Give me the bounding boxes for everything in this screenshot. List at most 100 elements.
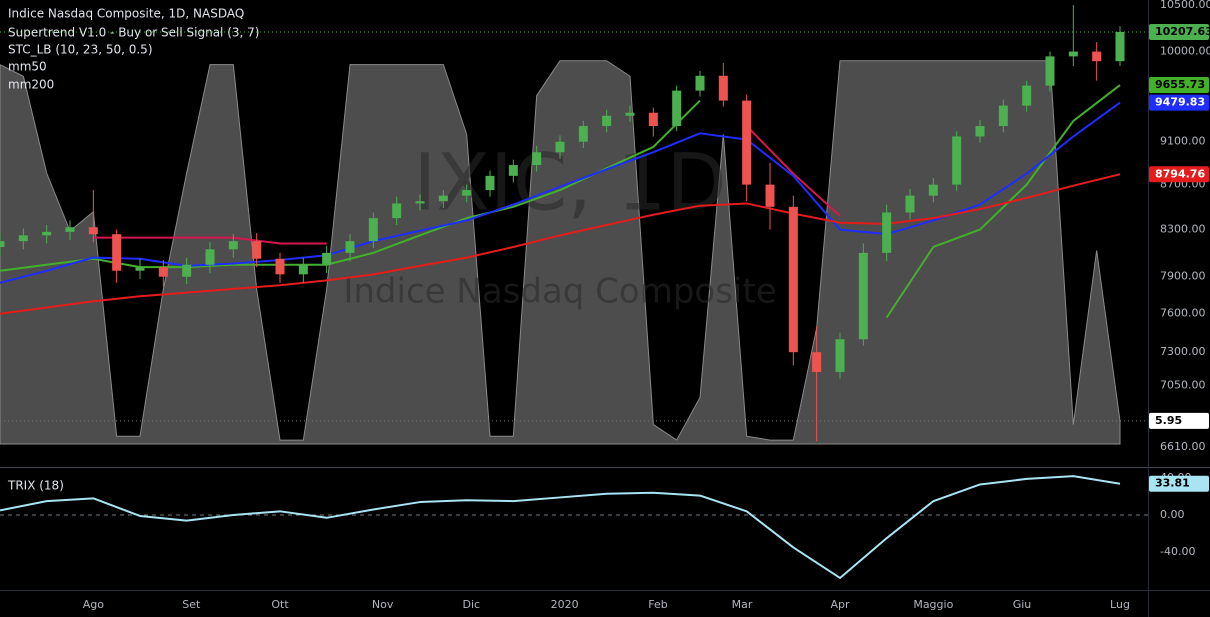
candle-body <box>65 227 75 232</box>
candle-body <box>182 264 192 277</box>
candle-body <box>788 206 798 353</box>
badge-layer: 10207.63 9655.73 9479.83 8794.76 5.95 33.81 <box>1149 23 1210 492</box>
supertrend-down <box>93 125 841 245</box>
candle-body <box>88 227 98 235</box>
candle-body <box>438 195 448 202</box>
candle-body <box>975 126 985 137</box>
candle-body <box>532 152 542 166</box>
legend-entry: Supertrend V1.0 - Buy or Sell Signal (3,… <box>8 26 259 40</box>
price-layer <box>0 4 1148 442</box>
candle-body <box>298 264 308 275</box>
candle-body <box>648 112 658 127</box>
y-tick-label: 10500.00 <box>1160 0 1210 11</box>
y-tick-label: 10000.00 <box>1160 45 1210 58</box>
x-tick-label: Feb <box>648 598 667 611</box>
candle-body <box>275 258 285 275</box>
candle-body <box>508 165 518 176</box>
moving-average <box>0 173 1121 315</box>
pane-title: TRIX (18) <box>7 479 64 493</box>
candle-body <box>625 112 635 116</box>
chart-title: Indice Nasdaq Composite, 1D, NASDAQ <box>8 7 244 21</box>
candle-body <box>998 105 1008 127</box>
candle-body <box>1045 56 1055 86</box>
x-tick-label: Mar <box>732 598 753 611</box>
candle-body <box>485 175 495 191</box>
candle-body <box>695 75 705 91</box>
legend-entry: mm200 <box>8 78 54 92</box>
candle-body <box>742 100 752 185</box>
candle-body <box>392 203 402 219</box>
legend: Indice Nasdaq Composite, 1D, NASDAQ Supe… <box>7 7 259 493</box>
price-badge <box>1149 166 1209 183</box>
x-tick-label: Apr <box>830 598 850 611</box>
candle-body <box>205 249 215 265</box>
x-tick-label: Maggio <box>913 598 953 611</box>
trix-layer <box>0 475 1148 579</box>
y-tick-label: 9100.00 <box>1160 135 1206 148</box>
candle-body <box>602 115 612 127</box>
x-tick-label: Set <box>182 598 201 611</box>
candle-body <box>905 195 915 213</box>
y-tick-label: 7600.00 <box>1160 307 1206 320</box>
price-badge <box>1149 412 1209 429</box>
price-badge-label: 8794.76 <box>1155 167 1205 180</box>
price-badge <box>1149 94 1209 111</box>
x-tick-label: Nov <box>372 598 394 611</box>
candle-body <box>1115 31 1125 62</box>
candle-body <box>0 241 5 247</box>
price-badge-label: 10207.63 <box>1155 25 1210 38</box>
y-tick-label: 8300.00 <box>1160 223 1206 236</box>
candle-body <box>42 231 52 236</box>
x-tick-label: Ago <box>83 598 105 611</box>
watermark-layer: IXIC, 1D Indice Nasdaq Composite <box>343 138 776 311</box>
y-tick-label: 7050.00 <box>1160 378 1206 391</box>
x-tick-label: Lug <box>1110 598 1130 611</box>
candle-body <box>1022 85 1032 106</box>
candle-body <box>135 267 145 271</box>
candle-body <box>882 212 892 253</box>
y-tick-label: 6610.00 <box>1160 440 1206 453</box>
legend-entry: mm50 <box>8 60 47 74</box>
price-badge-label: 9479.83 <box>1155 96 1205 109</box>
price-badge-label: 9655.73 <box>1155 78 1205 91</box>
x-tick-label: Ott <box>271 598 289 611</box>
y-tick-label: 7300.00 <box>1160 345 1206 358</box>
trix-line <box>0 475 1121 579</box>
candle-body <box>462 190 472 196</box>
candle-body <box>765 184 775 207</box>
x-tick-label: 2020 <box>551 598 579 611</box>
candle-body <box>18 235 28 242</box>
candle-body <box>835 339 845 373</box>
candle-body <box>1092 51 1102 62</box>
x-tick-label: Giu <box>1013 598 1032 611</box>
price-badge <box>1149 475 1209 492</box>
candle-body <box>718 75 728 101</box>
candle-body <box>555 141 565 153</box>
candle-body <box>952 136 962 185</box>
candle-body <box>1068 51 1078 57</box>
candle-body <box>345 241 355 253</box>
candle-body <box>112 234 122 271</box>
y-tick-label: 0.00 <box>1160 508 1185 521</box>
candle-body <box>368 218 378 242</box>
candle-body <box>812 352 822 373</box>
candle-body <box>858 252 868 340</box>
candle-body <box>928 184 938 196</box>
candle-body <box>322 252 332 265</box>
candle-body <box>415 201 425 204</box>
candle-body <box>228 241 238 250</box>
price-badge <box>1149 77 1209 94</box>
candle-body <box>578 126 588 142</box>
candle-body <box>252 241 262 259</box>
x-tick-label: Dic <box>463 598 481 611</box>
candle-body <box>158 267 168 277</box>
legend-entry: STC_LB (10, 23, 50, 0.5) <box>8 43 153 57</box>
y-tick-label: -40.00 <box>1160 545 1195 558</box>
y-tick-label: 7900.00 <box>1160 270 1206 283</box>
candle-body <box>672 90 682 127</box>
watermark: Indice Nasdaq Composite <box>343 272 776 312</box>
price-badge-label: 5.95 <box>1155 414 1182 427</box>
price-badge-label: 33.81 <box>1155 477 1190 490</box>
price-badge <box>1149 23 1209 40</box>
